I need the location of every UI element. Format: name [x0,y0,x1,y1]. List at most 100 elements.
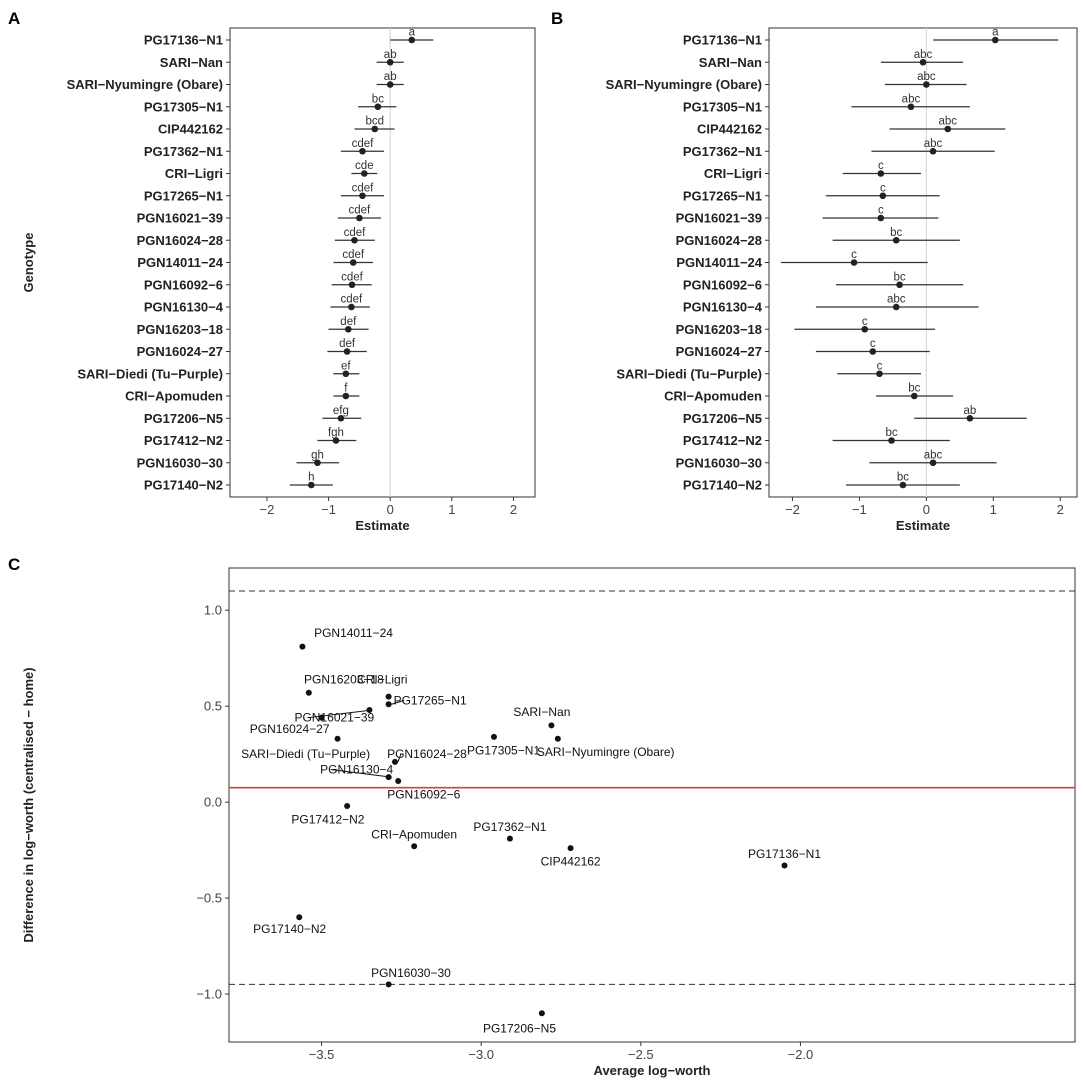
estimate-point [992,36,999,44]
group-letter-label: c [880,182,886,194]
data-point [344,802,351,809]
group-letter-label: ab [384,71,397,83]
estimate-point [892,303,900,311]
estimate-point [342,370,350,378]
y-tick-label: PG17412−N2 [683,433,762,448]
estimate-point [966,414,974,422]
y-tick-label: −0.5 [196,891,222,906]
group-letter-label: def [340,316,357,328]
data-point [385,693,392,700]
x-tick-label: 1 [448,502,455,517]
group-letter-label: c [878,205,884,217]
x-tick-label: −3.5 [309,1047,335,1062]
group-letter-label: def [339,338,356,350]
x-tick-label: 0 [923,502,930,517]
estimate-point [907,103,915,111]
group-letter-label: bcd [366,116,385,128]
group-letter-label: cdef [342,249,365,261]
y-tick-label: PG17362−N1 [144,144,223,159]
group-letter-label: bc [897,472,909,484]
y-tick-label: SARI−Diedi (Tu−Purple) [616,366,762,381]
y-axis-title: Genotype [21,233,36,293]
group-letter-label: h [308,472,314,484]
estimate-point [332,437,340,444]
data-point [538,1010,545,1017]
panel-a-forest-plot: PG17136−N1 a SARI−Nan ab SARI−Nyumingre (Oba… [21,27,536,533]
estimate-point [342,392,350,400]
y-tick-label: PGN16130−4 [683,300,763,315]
point-label: PGN16203−18 [304,672,384,686]
y-tick-label: PGN16024−28 [676,233,762,248]
data-point [411,843,418,850]
group-letter-label: c [862,316,868,328]
group-letter-label: bc [372,93,384,105]
estimate-point [343,348,351,355]
estimate-point [361,170,368,177]
estimate-point [348,281,356,289]
estimate-point [850,259,858,266]
point-label: PGN16092−6 [387,787,460,801]
point-label: PGN16021−39 [294,711,374,725]
label-connector [391,699,405,705]
group-letter-label: bc [890,227,902,239]
y-tick-label: PG17206−N5 [683,411,762,426]
x-tick-label: 2 [510,502,517,517]
data-point [567,845,574,852]
point-label: SARI−Diedi (Tu−Purple) [241,747,370,761]
group-letter-label: c [877,360,883,372]
group-letter-label: f [344,383,348,395]
y-tick-label: CIP442162 [697,122,762,137]
estimate-point [896,281,903,289]
data-point [305,689,312,696]
group-letter-label: cdef [341,271,364,283]
y-tick-label: PGN16030−30 [137,455,223,470]
y-tick-label: PGN16092−6 [683,277,762,292]
y-tick-label: SARI−Nyumingre (Obare) [606,77,762,92]
y-tick-label: SARI−Nan [160,55,223,70]
data-point [781,862,788,869]
point-label: PGN14011−24 [314,626,393,640]
group-letter-label: ab [384,49,397,61]
point-label: PG17136−N1 [748,847,821,861]
estimate-point [349,259,357,266]
point-label: PGN16130−4 [320,762,393,776]
group-letter-label: bc [908,383,920,395]
data-point [490,733,497,740]
label-connector [397,753,402,762]
group-letter-label: c [870,338,876,350]
y-tick-label: PG17136−N1 [683,33,762,48]
estimate-point [929,147,937,155]
group-letter-label: c [851,249,857,261]
group-letter-label: cdef [349,205,372,217]
y-tick-label: 1.0 [204,603,222,618]
estimate-point [408,36,416,44]
y-tick-label: PG17265−N1 [683,188,762,203]
estimate-point [888,437,895,444]
x-tick-label: −2 [260,502,275,517]
y-tick-label: PGN16024−27 [137,344,223,359]
estimate-point [359,192,366,200]
point-label: SARI−Nan [513,705,570,719]
group-letter-label: ef [341,360,351,372]
y-tick-label: PGN16203−18 [676,322,762,337]
group-letter-label: efg [333,405,349,417]
estimate-point [929,459,937,467]
point-label: CRI−Ligri [357,672,407,686]
group-letter-label: abc [924,449,943,461]
y-tick-label: PG17140−N2 [144,478,223,493]
estimate-point [877,170,885,177]
point-label: PGN16024−28 [387,747,467,761]
point-label: CRI−Apomuden [371,828,457,842]
group-letter-label: ab [963,405,976,417]
group-letter-label: a [992,27,999,39]
group-letter-label: fgh [328,427,344,439]
group-letter-label: cdef [352,182,375,194]
data-point [366,707,373,714]
estimate-point [386,58,394,66]
data-point [334,735,341,742]
point-label: PG17265−N1 [394,693,467,707]
y-tick-label: SARI−Nyumingre (Obare) [67,77,223,92]
y-tick-label: PG17140−N2 [683,478,762,493]
estimate-point [861,325,869,333]
